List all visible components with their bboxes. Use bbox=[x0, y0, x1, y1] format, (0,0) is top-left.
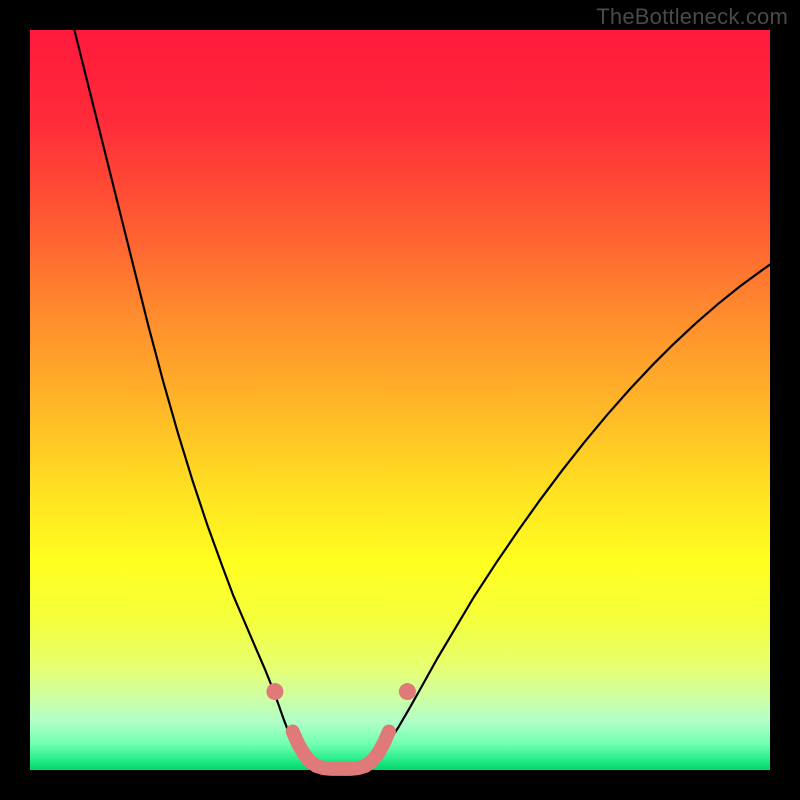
marker-dot bbox=[266, 683, 283, 700]
bottleneck-curve-chart bbox=[0, 0, 800, 800]
watermark-text: TheBottleneck.com bbox=[596, 4, 788, 30]
plot-background bbox=[30, 30, 770, 770]
chart-container: TheBottleneck.com bbox=[0, 0, 800, 800]
marker-dot bbox=[399, 683, 416, 700]
